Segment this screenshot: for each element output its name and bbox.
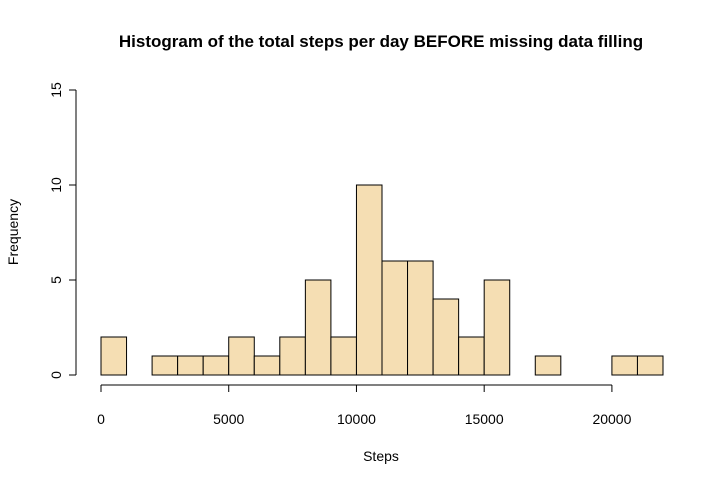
histogram-bar-13000-14000	[432, 298, 460, 376]
histogram-bar-6000-7000	[253, 355, 281, 376]
histogram-bar-20000-21000	[611, 355, 638, 376]
histogram-bar-0-1000	[100, 336, 128, 376]
histogram-bar-3000-4000	[177, 355, 204, 376]
bars-layer	[100, 184, 664, 376]
histogram-bar-14000-15000	[458, 336, 485, 376]
y-tick-label: 0	[48, 371, 64, 379]
y-axis: 0 5 10 15	[48, 82, 77, 379]
histogram-bar-7000-8000	[279, 336, 306, 376]
y-tick-label: 5	[48, 276, 64, 284]
histogram-bar-8000-9000	[304, 279, 332, 376]
histogram-bar-10000-11000	[355, 184, 383, 376]
histogram-bar-11000-12000	[381, 260, 409, 376]
y-axis-title: Frequency	[5, 199, 21, 265]
histogram-bar-4000-5000	[202, 355, 230, 376]
x-axis: 0 5000 10000 15000 20000	[97, 384, 632, 427]
y-tick-label: 10	[48, 177, 64, 193]
x-tick-label: 10000	[337, 411, 376, 427]
histogram-bar-2000-3000	[151, 355, 179, 376]
x-axis-title: Steps	[363, 448, 399, 464]
histogram-bar-21000-22000	[636, 355, 664, 376]
x-tick-label: 15000	[465, 411, 504, 427]
histogram-bar-5000-6000	[228, 336, 255, 376]
x-tick-label: 5000	[213, 411, 244, 427]
histogram-bar-9000-10000	[330, 336, 357, 376]
histogram-bar-12000-13000	[407, 260, 434, 376]
histogram-bar-17000-18000	[534, 355, 562, 376]
histogram-bar-15000-16000	[483, 279, 511, 376]
chart-title: Histogram of the total steps per day BEF…	[119, 32, 643, 51]
x-tick-label: 0	[97, 411, 105, 427]
x-tick-label: 20000	[592, 411, 631, 427]
y-tick-label: 15	[48, 82, 64, 98]
